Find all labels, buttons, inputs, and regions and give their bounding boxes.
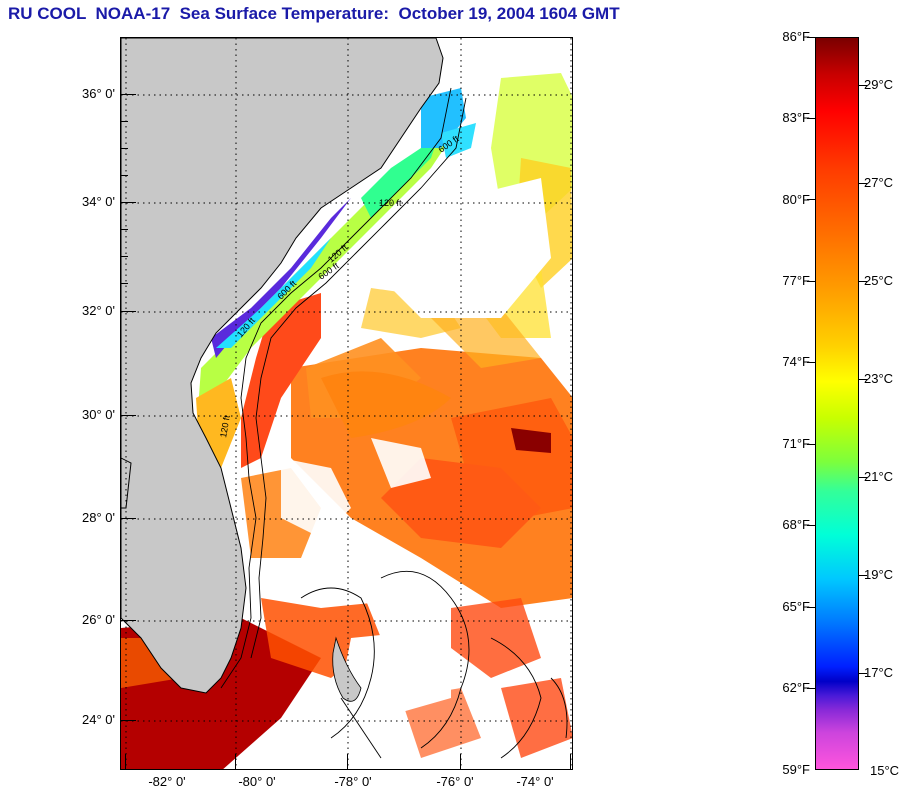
y-axis-label: 32° 0' xyxy=(82,303,115,318)
y-tick xyxy=(120,94,136,95)
colorbar-tick xyxy=(859,85,867,86)
colorbar-f-label: 80°F xyxy=(782,192,810,207)
x-axis-label: -76° 0' xyxy=(436,774,474,789)
y-axis-label: 36° 0' xyxy=(82,86,115,101)
y-axis-label: 30° 0' xyxy=(82,407,115,422)
colorbar-c-label: 23°C xyxy=(864,371,894,386)
y-axis-label: 26° 0' xyxy=(82,612,115,627)
y-tick xyxy=(120,415,136,416)
x-axis-label: -74° 0' xyxy=(516,774,554,789)
colorbar-tick xyxy=(859,281,867,282)
y-tick xyxy=(120,202,136,203)
land-mass xyxy=(121,38,444,694)
colorbar-c-label: 29°C xyxy=(864,77,894,92)
colorbar-tick xyxy=(807,362,815,363)
x-tick xyxy=(460,754,461,770)
colorbar-f-label: 83°F xyxy=(782,110,810,125)
colorbar-tick xyxy=(807,525,815,526)
contour-label: 120 ft xyxy=(218,414,232,438)
colorbar-f-label: 68°F xyxy=(782,517,810,532)
map-canvas: 120 ft 120 ft 600 ft 600 ft 120 ft 600 f… xyxy=(121,38,572,769)
y-tick-minor xyxy=(120,283,128,284)
sst-map: 120 ft 120 ft 600 ft 600 ft 120 ft 600 f… xyxy=(120,37,573,770)
colorbar-tick xyxy=(807,118,815,119)
colorbar-tick xyxy=(859,673,867,674)
colorbar-tick xyxy=(807,444,815,445)
y-axis-label: 34° 0' xyxy=(82,194,115,209)
sst-field xyxy=(121,73,572,769)
y-tick-minor xyxy=(120,148,128,149)
colorbar-tick xyxy=(859,575,867,576)
y-tick xyxy=(120,720,136,721)
colorbar-tick xyxy=(859,477,867,478)
x-axis-label: -82° 0' xyxy=(148,774,186,789)
y-tick xyxy=(120,620,136,621)
colorbar-f-label: 62°F xyxy=(782,680,810,695)
y-tick-minor xyxy=(120,256,128,257)
y-axis-label: 28° 0' xyxy=(82,510,115,525)
colorbar-f-label: 86°F xyxy=(782,29,810,44)
colorbar-c-label: 21°C xyxy=(864,469,894,484)
land-bahamas xyxy=(332,636,362,702)
y-tick-minor xyxy=(120,175,128,176)
x-axis-label: -78° 0' xyxy=(334,774,372,789)
contour-label: 120 ft xyxy=(379,198,402,208)
x-tick xyxy=(125,754,126,770)
x-tick xyxy=(235,754,236,770)
graticule xyxy=(121,38,572,769)
colorbar-tick xyxy=(859,183,867,184)
depth-contours xyxy=(220,87,568,759)
colorbar-c-label: 17°C xyxy=(864,665,894,680)
y-tick xyxy=(120,518,136,519)
chart-title: RU COOL NOAA-17 Sea Surface Temperature:… xyxy=(8,4,620,23)
colorbar-tick xyxy=(859,379,867,380)
colorbar-c-label: 19°C xyxy=(864,567,894,582)
colorbar-c-label: 15°C xyxy=(870,763,900,778)
temperature-colorbar xyxy=(815,37,859,770)
colorbar-f-label: 59°F xyxy=(782,762,810,777)
colorbar-f-label: 71°F xyxy=(782,436,810,451)
colorbar-tick xyxy=(807,607,815,608)
colorbar-f-label: 65°F xyxy=(782,599,810,614)
colorbar-f-label: 74°F xyxy=(782,354,810,369)
y-tick xyxy=(120,311,136,312)
y-tick-minor xyxy=(120,121,128,122)
x-tick xyxy=(347,754,348,770)
colorbar-f-label: 77°F xyxy=(782,273,810,288)
colorbar-c-label: 27°C xyxy=(864,175,894,190)
colorbar-tick xyxy=(807,688,815,689)
x-axis-label: -80° 0' xyxy=(238,774,276,789)
colorbar-tick xyxy=(807,37,815,38)
colorbar-tick xyxy=(807,199,815,200)
y-tick-minor xyxy=(120,229,128,230)
x-tick xyxy=(570,754,571,770)
colorbar-tick xyxy=(807,281,815,282)
y-axis-label: 24° 0' xyxy=(82,712,115,727)
colorbar-c-label: 25°C xyxy=(864,273,894,288)
